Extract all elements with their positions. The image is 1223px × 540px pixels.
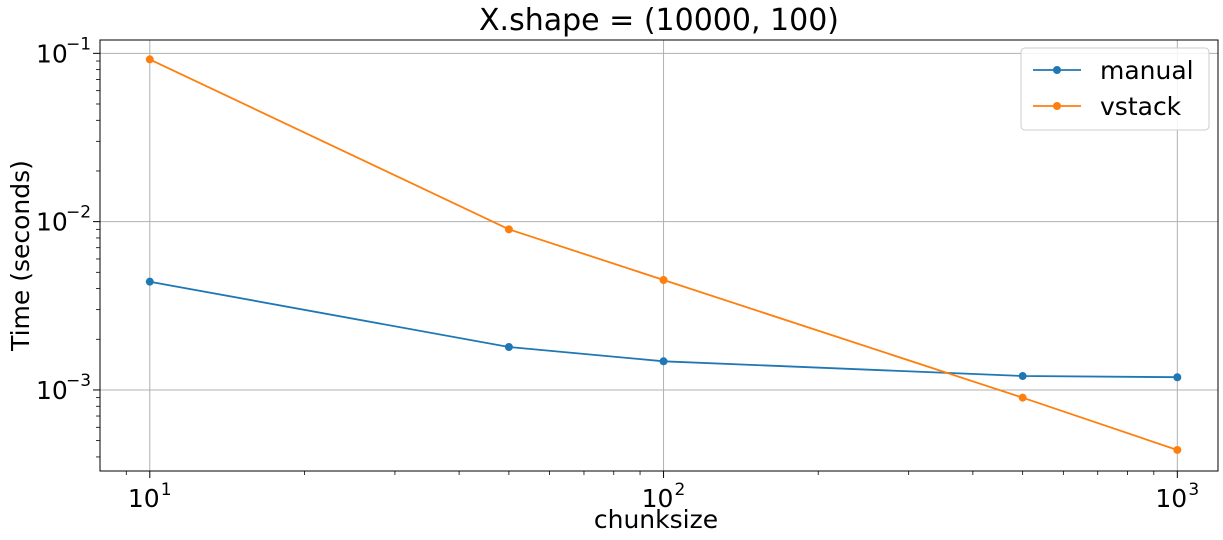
series-vstack: [145, 55, 1182, 454]
legend: manual vstack: [1020, 47, 1210, 131]
vstack-point: [1173, 445, 1182, 454]
series-manual: [145, 277, 1182, 382]
x-tick-label: 10: [1155, 484, 1187, 513]
manual-point: [1173, 373, 1182, 382]
y-tick-exponent: −2: [66, 203, 91, 223]
y-tick-label: 10: [36, 376, 68, 405]
x-tick-label: 10: [642, 484, 674, 513]
x-tick-exponent: 1: [161, 480, 172, 500]
vstack-point: [659, 276, 668, 285]
y-tick-label: 10: [36, 39, 68, 68]
legend-box: [1020, 47, 1210, 131]
legend-manual-marker: [1053, 66, 1061, 74]
y-tick-exponent: −1: [66, 34, 91, 54]
series-layer: [145, 55, 1182, 454]
vstack-point: [504, 225, 513, 234]
x-tick-exponent: 3: [1188, 480, 1199, 500]
x-tick-label: 10: [128, 484, 160, 513]
legend-manual-label: manual: [1100, 56, 1194, 85]
legend-vstack-marker: [1053, 102, 1061, 110]
legend-vstack-label: vstack: [1100, 92, 1182, 121]
x-tick-exponent: 2: [675, 480, 686, 500]
y-axis-label: Time (seconds): [6, 160, 35, 352]
chart-title: X.shape = (10000, 100): [479, 3, 839, 38]
manual-point: [659, 357, 668, 366]
plot-frame: [99, 39, 1219, 472]
vstack-point: [145, 55, 154, 64]
manual-point: [504, 342, 513, 351]
y-tick-label: 10: [36, 208, 68, 237]
vstack-point: [1018, 393, 1027, 402]
manual-point: [1018, 372, 1027, 381]
manual-point: [145, 277, 154, 286]
y-tick-exponent: −3: [66, 371, 91, 391]
x-axis-label: chunksize: [594, 505, 718, 534]
ticks: 10 1 10 2 10 310−310−210−1: [36, 34, 1199, 513]
